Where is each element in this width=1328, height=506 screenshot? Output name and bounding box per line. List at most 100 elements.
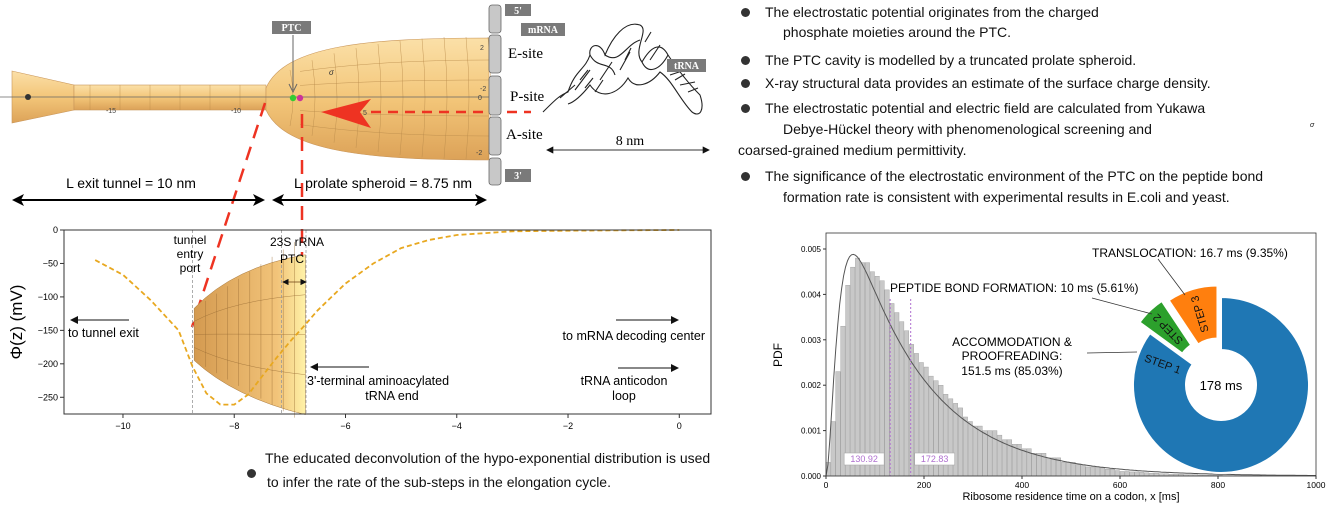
ptc-label: PTC [282, 23, 302, 34]
histogram-bar [889, 303, 895, 477]
mesh-line [465, 36, 470, 160]
x-tick-label: −2 [563, 421, 573, 431]
annotation-tunnel-exit: to tunnel exit [68, 326, 139, 340]
trna-box [667, 59, 706, 72]
mesh-line [443, 37, 448, 159]
donut-slice-1 [1132, 295, 1310, 474]
slice-label-peptide-bond: PEPTIDE BOND FORMATION: 10 ms (5.61%) [890, 281, 1138, 295]
histogram-bar [972, 425, 978, 477]
histogram-bar [1002, 439, 1008, 477]
bullet-text: to infer the rate of the sub-steps in th… [267, 474, 611, 490]
five-prime-label: 5' [514, 6, 522, 17]
y-tick-label: 0.000 [801, 472, 822, 481]
histogram-bar [1070, 462, 1076, 477]
marker-label: 172.83 [921, 454, 949, 464]
trna-structure [542, 23, 703, 115]
histogram-bar [963, 416, 968, 477]
mrna-label: mRNA [528, 25, 559, 36]
bullet-text: The electrostatic potential originates f… [765, 4, 1099, 20]
bullet-text: The electrostatic potential and electric… [765, 100, 1206, 116]
histogram-bar [1051, 457, 1057, 477]
y-axis-label: Φ(z) (mV) [7, 285, 26, 360]
mesh-line [194, 294, 306, 322]
leader-line [1086, 351, 1138, 354]
histogram-bar [860, 262, 865, 477]
y-tick-label: 0.003 [801, 336, 822, 345]
histogram-bar [830, 421, 836, 477]
y-tick-label: 0 [53, 225, 58, 235]
histogram-bar [1012, 444, 1017, 477]
histogram-bar [1109, 468, 1115, 477]
histogram-frame [825, 232, 1317, 477]
donut-slice-2 [1138, 299, 1193, 355]
slice-label-accommodation: 151.5 ms (85.03%) [961, 364, 1062, 378]
bullet-icon [741, 8, 750, 17]
histogram-bar [835, 371, 841, 477]
p-site-label: P-site [510, 89, 545, 105]
mesh-line [399, 40, 404, 156]
histogram-bar [982, 430, 988, 477]
x-axis-label: Ribosome residence time on a codon, x [m… [962, 491, 1179, 503]
red-dashed-projection-entry [190, 102, 267, 328]
histogram-bar [865, 262, 870, 477]
histogram-bar [1100, 467, 1106, 477]
histogram-bar [869, 271, 875, 477]
y-tick-label: 0.001 [801, 427, 822, 436]
mesh-line [299, 79, 490, 86]
x-tick-label: 200 [917, 480, 931, 490]
histogram-bar [1144, 472, 1150, 477]
histogram-bar [1149, 473, 1155, 477]
bullet-icon [741, 172, 750, 181]
donut-center-label: 178 ms [1200, 378, 1243, 393]
annotation-anticodon: tRNA anticodon [581, 374, 668, 388]
donut-slice-3 [1167, 284, 1219, 346]
bullet-icon [741, 79, 750, 88]
potential-plot: −10 −8 −6 −4 −2 00−50−100−150−200−250 Φ(z) (m… [7, 225, 712, 431]
y-tick-label: −150 [38, 325, 58, 335]
bullet-text: phosphate moieties around the PTC. [783, 24, 1012, 40]
slice-label-accommodation: PROOFREADING: [962, 349, 1063, 363]
y-tick-label: 0.004 [801, 290, 822, 299]
axis-tick: 2 [480, 45, 484, 52]
x-tick-label: 0 [677, 421, 682, 431]
mesh-line [299, 110, 490, 117]
ptc-point-green [289, 94, 297, 102]
exit-tunnel [73, 84, 267, 111]
histogram-bar [855, 257, 861, 477]
bullet-text: The significance of the electrostatic en… [765, 168, 1264, 184]
bullet-icon [741, 104, 750, 113]
histogram-bar [1105, 468, 1110, 477]
ptc-point-magenta [296, 94, 304, 102]
tunnel-diagram: -15 -10 5 2 0 -2 -2 σ PTC 5' mRNA E-site… [0, 4, 710, 328]
mrna-strand [488, 4, 502, 186]
y-tick-label: −250 [38, 392, 58, 402]
tunnel-exit-point [25, 94, 31, 100]
histogram-bar [1095, 466, 1101, 477]
red-arrow-icon [321, 99, 371, 128]
x-tick-label: −4 [452, 421, 462, 431]
y-tick-label: 0.005 [801, 245, 822, 254]
slice-label-translocation: TRANSLOCATION: 16.7 ms (9.35%) [1092, 246, 1288, 260]
mesh-line [299, 124, 490, 137]
a-site-label: A-site [506, 127, 543, 143]
histogram-bar [845, 285, 851, 477]
ptc-pointer-head [288, 83, 298, 94]
x-tick-label: 400 [1015, 480, 1029, 490]
histogram-bar [1031, 453, 1037, 477]
histogram-bar [1085, 466, 1091, 477]
plot-frame [63, 229, 712, 415]
marker-label: 130.92 [850, 454, 878, 464]
annotation-trna-end: tRNA end [365, 389, 419, 403]
bullet-text: X-ray structural data provides an estima… [765, 75, 1211, 91]
three-prime-label: 3' [514, 171, 522, 182]
histogram-bar [1080, 464, 1086, 477]
y-axis-label: PDF [771, 343, 785, 367]
mesh-line [194, 333, 306, 335]
histogram-bar [1036, 453, 1042, 477]
x-tick-label: 1000 [1307, 480, 1326, 490]
histogram-bar [1129, 471, 1135, 477]
x-tick-label: 600 [1113, 480, 1127, 490]
histogram-bar [1065, 462, 1071, 477]
x-tick-label: −10 [115, 421, 130, 431]
